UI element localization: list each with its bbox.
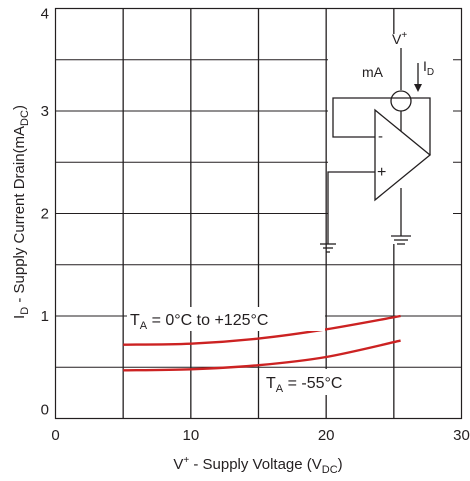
annotation-series-1: TA = 0°C to +125°C xyxy=(130,312,268,332)
feedback-wire xyxy=(332,97,431,155)
noninverting-input-wire xyxy=(327,171,375,244)
series-group xyxy=(123,314,401,372)
y-tick-label: 2 xyxy=(41,206,49,223)
series-line-2 xyxy=(123,339,401,372)
y-tick-label: 3 xyxy=(41,103,49,120)
noninverting-input-label: + xyxy=(377,164,386,181)
meter-symbol xyxy=(390,90,412,112)
ground-symbol-right xyxy=(391,235,411,245)
series-line-1 xyxy=(123,314,401,346)
x-axis-title: V+ - Supply Voltage (VDC) xyxy=(173,455,342,476)
meter-label: mA xyxy=(362,64,384,80)
y-tick-label: 4 xyxy=(41,6,49,23)
y-tick-label: 1 xyxy=(41,308,49,325)
current-label: ID xyxy=(423,58,434,78)
label-bg-series-1 xyxy=(127,307,325,331)
opamp-triangle xyxy=(374,108,432,202)
x-tick-labels: 0 10 20 30 xyxy=(51,427,470,444)
ground-symbol-left xyxy=(320,243,336,253)
y-axis-title: ID - Supply Current Drain(mADC) xyxy=(11,105,31,319)
label-bg-series-2 xyxy=(262,369,366,395)
x-tick-label: 0 xyxy=(51,427,59,444)
x-tick-label: 10 xyxy=(182,427,199,444)
y-tick-labels: 0 1 2 3 4 xyxy=(41,6,49,419)
plot-frame xyxy=(54,7,463,420)
x-tick-label: 20 xyxy=(318,427,335,444)
annotation-series-2: TA = -55°C xyxy=(266,375,342,395)
x-tick-label: 30 xyxy=(453,427,470,444)
inverting-input-label: - xyxy=(378,128,383,145)
y-tick-label: 0 xyxy=(41,402,49,419)
current-arrow-head xyxy=(414,84,422,92)
supply-label: V+ xyxy=(392,30,407,47)
test-circuit-schematic xyxy=(320,34,453,253)
